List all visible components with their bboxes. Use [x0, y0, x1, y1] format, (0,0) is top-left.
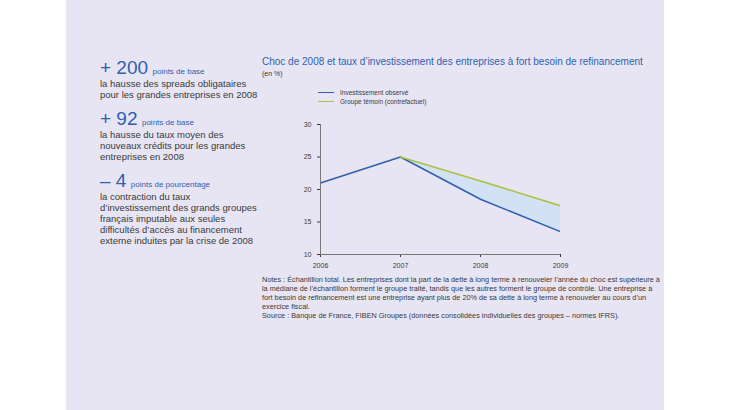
- html-text:Source : Banque de France, FIB: Source : Banque de France, FIBEN Groupes…: [262, 311, 620, 320]
- html-text:la hausse des spreads obligata: la hausse des spreads obligataires pour …: [100, 78, 258, 100]
- html-text:la contraction du taux d’inves: la contraction du taux d’investissement …: [100, 191, 257, 246]
- svg-text:2009: 2009: [553, 262, 569, 269]
- html-text:la hausse du taux moyen des no: la hausse du taux moyen des nouveaux cré…: [100, 129, 246, 162]
- html-text:points de base: points de base: [137, 118, 194, 127]
- svg-text:15: 15: [304, 218, 312, 225]
- svg-text:10: 10: [304, 251, 312, 258]
- html-text:points de base: points de base: [148, 67, 205, 76]
- html-text:+ 92: + 92: [100, 108, 138, 129]
- html-text:points de pourcentage: points de pourcentage: [126, 180, 210, 189]
- html-text:Choc de 2008 et taux d’investi: Choc de 2008 et taux d’investissement de…: [262, 56, 643, 67]
- svg-text:30: 30: [304, 121, 312, 128]
- svg-text:2006: 2006: [313, 262, 329, 269]
- html-text:– 4: – 4: [100, 170, 127, 191]
- html-text:+ 200: + 200: [100, 57, 149, 78]
- html-text:Notes : Échantillon total. Les: Notes : Échantillon total. Les entrepris…: [262, 275, 660, 311]
- html-text:(en %): (en %): [262, 70, 283, 77]
- svg-text:2007: 2007: [393, 262, 409, 269]
- html-text:Investissement observé: Investissement observé: [340, 89, 409, 96]
- svg-text:25: 25: [304, 153, 312, 160]
- svg-text:20: 20: [304, 186, 312, 193]
- html-text:Groupe témoin (contrefactuel): Groupe témoin (contrefactuel): [340, 98, 427, 105]
- svg-text:2008: 2008: [473, 262, 489, 269]
